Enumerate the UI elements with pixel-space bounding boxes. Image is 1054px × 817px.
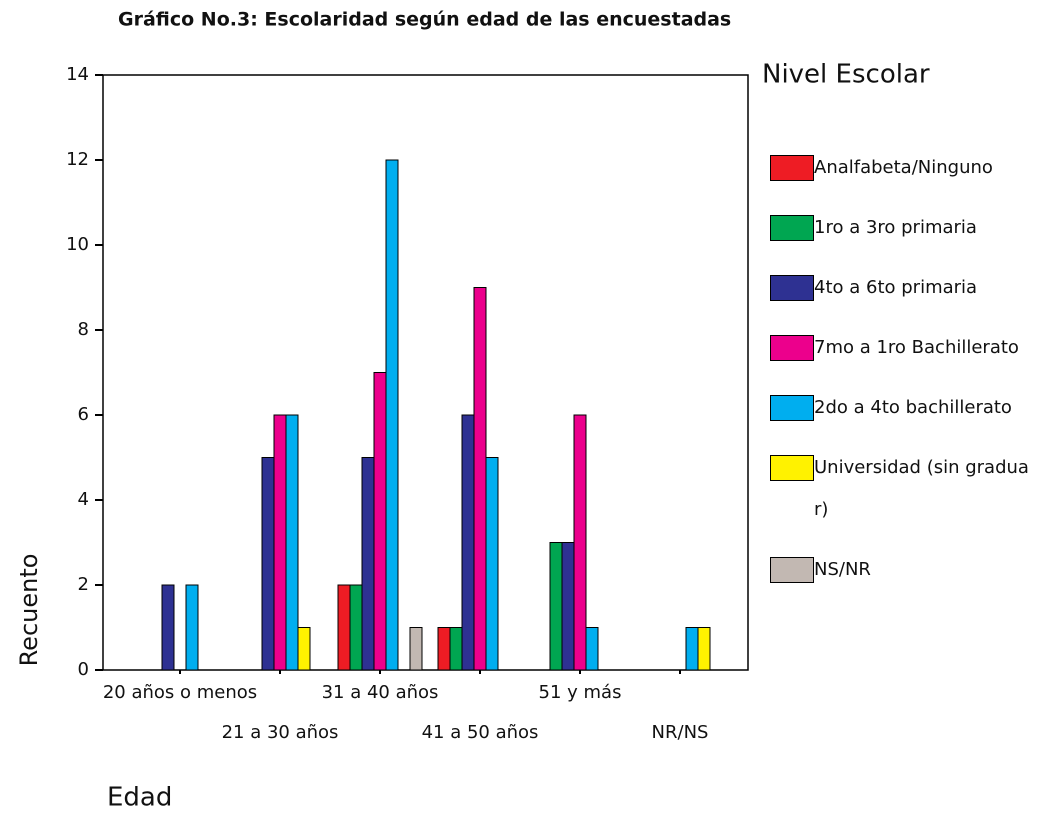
plot-frame bbox=[102, 74, 749, 671]
y-axis-title: Recuento bbox=[15, 554, 43, 667]
y-tick-label: 0 bbox=[78, 659, 89, 680]
legend-swatch bbox=[770, 335, 814, 361]
x-tick-label: 21 a 30 años bbox=[222, 722, 339, 743]
legend-item: Analfabeta/Ninguno bbox=[770, 147, 1030, 189]
y-tick-label: 2 bbox=[78, 574, 89, 595]
bar bbox=[273, 414, 287, 671]
x-tick-label: 31 a 40 años bbox=[322, 682, 439, 703]
bar bbox=[373, 372, 387, 671]
legend-swatch bbox=[770, 395, 814, 421]
y-tick-label: 6 bbox=[78, 404, 89, 425]
y-tick-label: 8 bbox=[78, 319, 89, 340]
bar bbox=[461, 414, 475, 671]
x-tick-label: 20 años o menos bbox=[103, 682, 257, 703]
y-tick-label: 4 bbox=[78, 489, 89, 510]
legend-swatch bbox=[770, 215, 814, 241]
legend-item: Universidad (sin graduar) bbox=[770, 447, 1030, 531]
legend-swatch bbox=[770, 155, 814, 181]
bar bbox=[473, 287, 487, 671]
bar bbox=[409, 627, 423, 671]
bar bbox=[385, 159, 399, 671]
legend-item: 4to a 6to primaria bbox=[770, 267, 1030, 309]
bar bbox=[549, 542, 563, 671]
legend-item: 7mo a 1ro Bachillerato bbox=[770, 327, 1030, 369]
bar bbox=[449, 627, 463, 671]
legend-label: 2do a 4to bachillerato bbox=[814, 397, 1012, 418]
bar bbox=[161, 584, 175, 671]
bar bbox=[585, 627, 599, 671]
bar bbox=[297, 627, 311, 671]
bar bbox=[573, 414, 587, 671]
bar bbox=[561, 542, 575, 671]
bar bbox=[285, 414, 299, 671]
bar bbox=[185, 584, 199, 671]
x-tick-label: 51 y más bbox=[539, 682, 622, 703]
bar bbox=[697, 627, 711, 671]
x-tick-label: NR/NS bbox=[652, 722, 709, 743]
legend-item: NS/NR bbox=[770, 549, 1030, 591]
x-tick-label: 41 a 50 años bbox=[422, 722, 539, 743]
bar bbox=[437, 627, 451, 671]
y-tick-label: 14 bbox=[66, 64, 89, 85]
bar bbox=[361, 457, 375, 671]
legend-label: Universidad (sin graduar) bbox=[814, 457, 1029, 520]
bar bbox=[685, 627, 699, 671]
legend-item: 2do a 4to bachillerato bbox=[770, 387, 1030, 429]
legend-swatch bbox=[770, 557, 814, 583]
x-axis-title: Edad bbox=[107, 783, 172, 813]
y-tick-label: 10 bbox=[66, 234, 89, 255]
legend: Analfabeta/Ninguno 1ro a 3ro primaria 4to … bbox=[770, 147, 1030, 591]
bar bbox=[261, 457, 275, 671]
legend-item: 1ro a 3ro primaria bbox=[770, 207, 1030, 249]
bar bbox=[349, 584, 363, 671]
bar bbox=[337, 584, 351, 671]
legend-swatch bbox=[770, 275, 814, 301]
legend-swatch bbox=[770, 455, 814, 481]
legend-label: 4to a 6to primaria bbox=[814, 277, 978, 298]
bar bbox=[485, 457, 499, 671]
legend-title: Nivel Escolar bbox=[762, 60, 930, 90]
legend-label: Analfabeta/Ninguno bbox=[814, 157, 993, 178]
legend-label: 1ro a 3ro primaria bbox=[814, 217, 977, 238]
y-tick-label: 12 bbox=[66, 149, 89, 170]
legend-label: 7mo a 1ro Bachillerato bbox=[814, 337, 1019, 358]
chart-title: Gráfico No.3: Escolaridad según edad de … bbox=[118, 9, 731, 31]
legend-label: NS/NR bbox=[814, 559, 871, 580]
